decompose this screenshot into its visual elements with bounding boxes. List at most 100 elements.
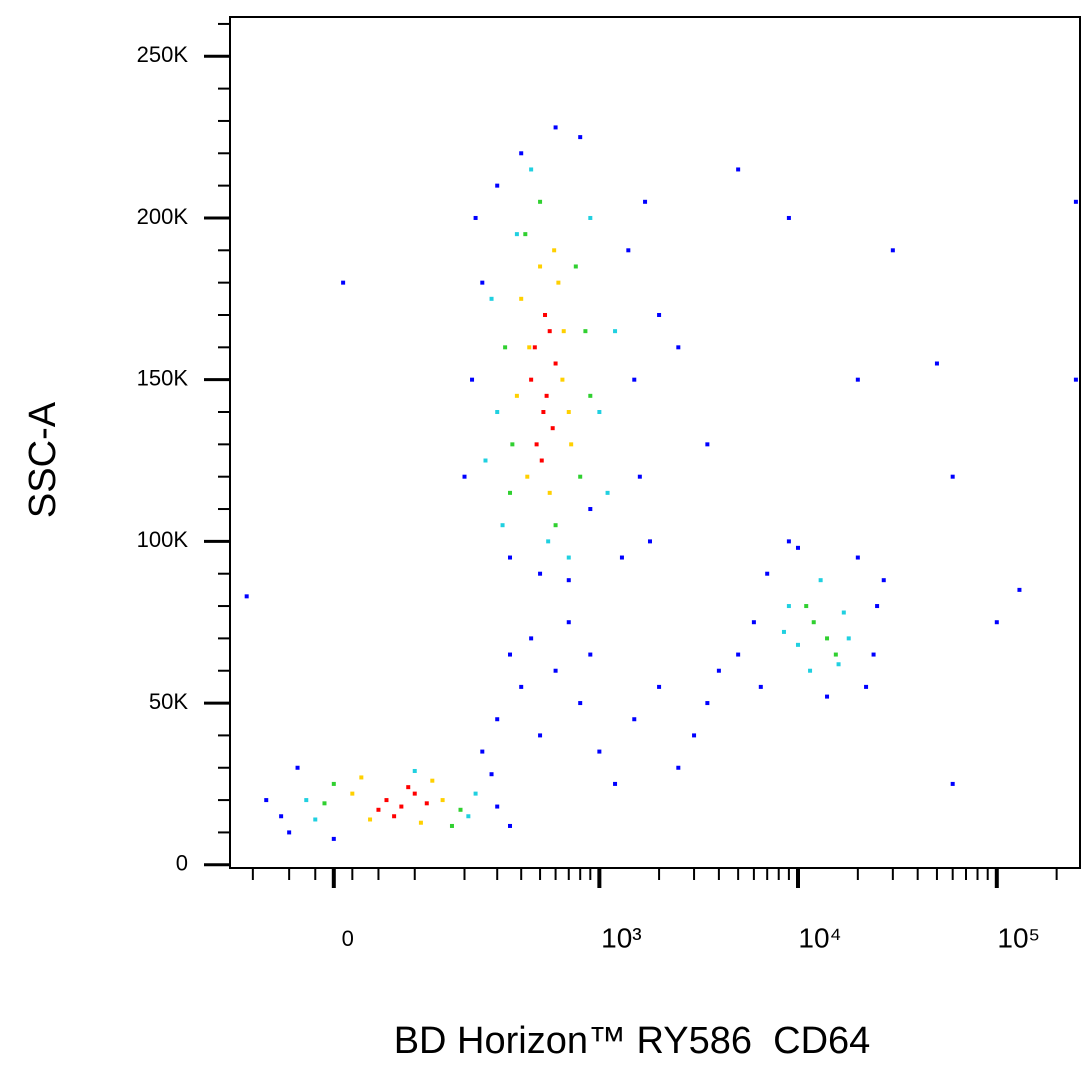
point bbox=[758, 684, 763, 689]
point bbox=[553, 668, 558, 673]
point bbox=[519, 151, 524, 156]
point bbox=[736, 167, 741, 172]
point bbox=[480, 280, 485, 285]
point bbox=[657, 684, 662, 689]
point bbox=[588, 652, 593, 657]
point bbox=[855, 555, 860, 560]
point bbox=[529, 377, 534, 382]
point bbox=[538, 571, 543, 576]
point bbox=[804, 604, 809, 609]
x-tick-label: 10⁴ bbox=[798, 922, 841, 953]
x-tick-label: 0 bbox=[342, 926, 354, 951]
point bbox=[1017, 587, 1022, 592]
point bbox=[632, 377, 637, 382]
point bbox=[287, 830, 292, 835]
point bbox=[538, 733, 543, 738]
point bbox=[529, 636, 534, 641]
point bbox=[716, 668, 721, 673]
point bbox=[547, 329, 552, 334]
point bbox=[244, 594, 249, 599]
point bbox=[538, 264, 543, 269]
point bbox=[765, 571, 770, 576]
point bbox=[578, 135, 583, 140]
point bbox=[458, 807, 463, 812]
point bbox=[705, 442, 710, 447]
point bbox=[470, 377, 475, 382]
plot-frame bbox=[229, 16, 1081, 869]
point bbox=[483, 458, 488, 463]
point bbox=[657, 312, 662, 317]
point bbox=[573, 264, 578, 269]
point bbox=[825, 694, 830, 699]
point bbox=[705, 701, 710, 706]
point bbox=[841, 610, 846, 615]
point bbox=[527, 345, 532, 350]
point bbox=[808, 668, 813, 673]
point bbox=[392, 814, 397, 819]
point bbox=[412, 791, 417, 796]
point bbox=[503, 345, 508, 350]
point bbox=[519, 296, 524, 301]
point bbox=[566, 555, 571, 560]
point bbox=[418, 820, 423, 825]
point bbox=[588, 507, 593, 512]
point bbox=[597, 410, 602, 415]
point bbox=[561, 329, 566, 334]
point bbox=[534, 442, 539, 447]
point bbox=[538, 199, 543, 204]
point bbox=[560, 377, 565, 382]
point bbox=[384, 798, 389, 803]
point bbox=[619, 555, 624, 560]
point bbox=[473, 791, 478, 796]
point bbox=[786, 539, 791, 544]
point bbox=[781, 629, 786, 634]
point bbox=[1073, 377, 1078, 382]
y-axis-title: SSC-A bbox=[22, 401, 64, 518]
point bbox=[510, 442, 515, 447]
y-tick-label: 0 bbox=[176, 851, 188, 876]
point bbox=[692, 733, 697, 738]
point bbox=[359, 775, 364, 780]
point bbox=[466, 814, 471, 819]
point bbox=[430, 778, 435, 783]
point bbox=[566, 578, 571, 583]
point bbox=[875, 604, 880, 609]
point bbox=[890, 248, 895, 253]
point bbox=[449, 823, 454, 828]
point bbox=[676, 345, 681, 350]
point bbox=[632, 717, 637, 722]
point bbox=[751, 620, 756, 625]
point bbox=[950, 781, 955, 786]
point bbox=[529, 167, 534, 172]
point bbox=[495, 804, 500, 809]
point bbox=[489, 772, 494, 777]
y-tick-label: 200K bbox=[137, 204, 189, 229]
point bbox=[462, 474, 467, 479]
point bbox=[786, 604, 791, 609]
point bbox=[569, 442, 574, 447]
point bbox=[508, 823, 513, 828]
y-tick-label: 50K bbox=[149, 689, 188, 714]
point bbox=[818, 578, 823, 583]
point bbox=[508, 555, 513, 560]
point bbox=[597, 749, 602, 754]
point bbox=[295, 765, 300, 770]
y-tick-label: 100K bbox=[137, 527, 189, 552]
point bbox=[833, 652, 838, 657]
y-tick-label: 250K bbox=[137, 42, 189, 67]
point bbox=[406, 785, 411, 790]
point bbox=[412, 768, 417, 773]
point bbox=[795, 545, 800, 550]
point bbox=[583, 329, 588, 334]
point bbox=[588, 215, 593, 220]
point bbox=[578, 474, 583, 479]
point bbox=[543, 312, 548, 317]
point bbox=[368, 817, 373, 822]
point bbox=[508, 652, 513, 657]
point bbox=[489, 296, 494, 301]
point bbox=[864, 684, 869, 689]
y-tick-label: 150K bbox=[137, 365, 189, 390]
point bbox=[376, 807, 381, 812]
point bbox=[578, 701, 583, 706]
